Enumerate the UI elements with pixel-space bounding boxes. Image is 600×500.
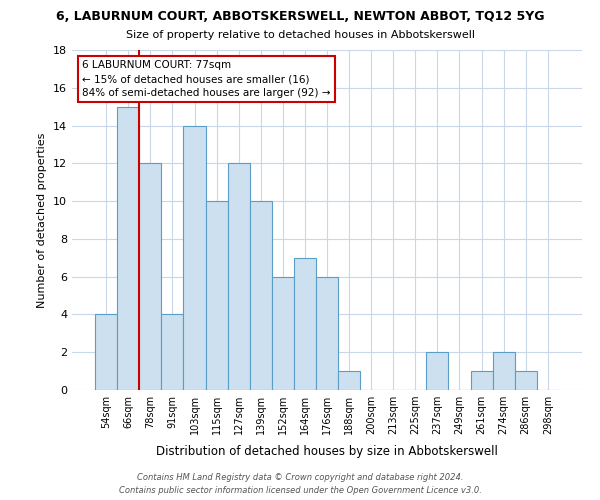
Y-axis label: Number of detached properties: Number of detached properties [37,132,47,308]
Bar [206,201,227,390]
Bar [338,371,360,390]
Text: Contains HM Land Registry data © Crown copyright and database right 2024.
Contai: Contains HM Land Registry data © Crown c… [119,474,481,495]
Bar [316,276,338,390]
Bar [95,314,117,390]
Bar [139,164,161,390]
Text: 6 LABURNUM COURT: 77sqm
← 15% of detached houses are smaller (16)
84% of semi-de: 6 LABURNUM COURT: 77sqm ← 15% of detache… [82,60,331,98]
Bar [294,258,316,390]
Text: Size of property relative to detached houses in Abbotskerswell: Size of property relative to detached ho… [125,30,475,40]
Bar [227,164,250,390]
Bar [161,314,184,390]
X-axis label: Distribution of detached houses by size in Abbotskerswell: Distribution of detached houses by size … [156,446,498,458]
Bar [427,352,448,390]
Bar [470,371,493,390]
Bar [184,126,206,390]
Bar [250,201,272,390]
Text: 6, LABURNUM COURT, ABBOTSKERSWELL, NEWTON ABBOT, TQ12 5YG: 6, LABURNUM COURT, ABBOTSKERSWELL, NEWTO… [56,10,544,23]
Bar [272,276,294,390]
Bar [515,371,537,390]
Bar [117,106,139,390]
Bar [493,352,515,390]
